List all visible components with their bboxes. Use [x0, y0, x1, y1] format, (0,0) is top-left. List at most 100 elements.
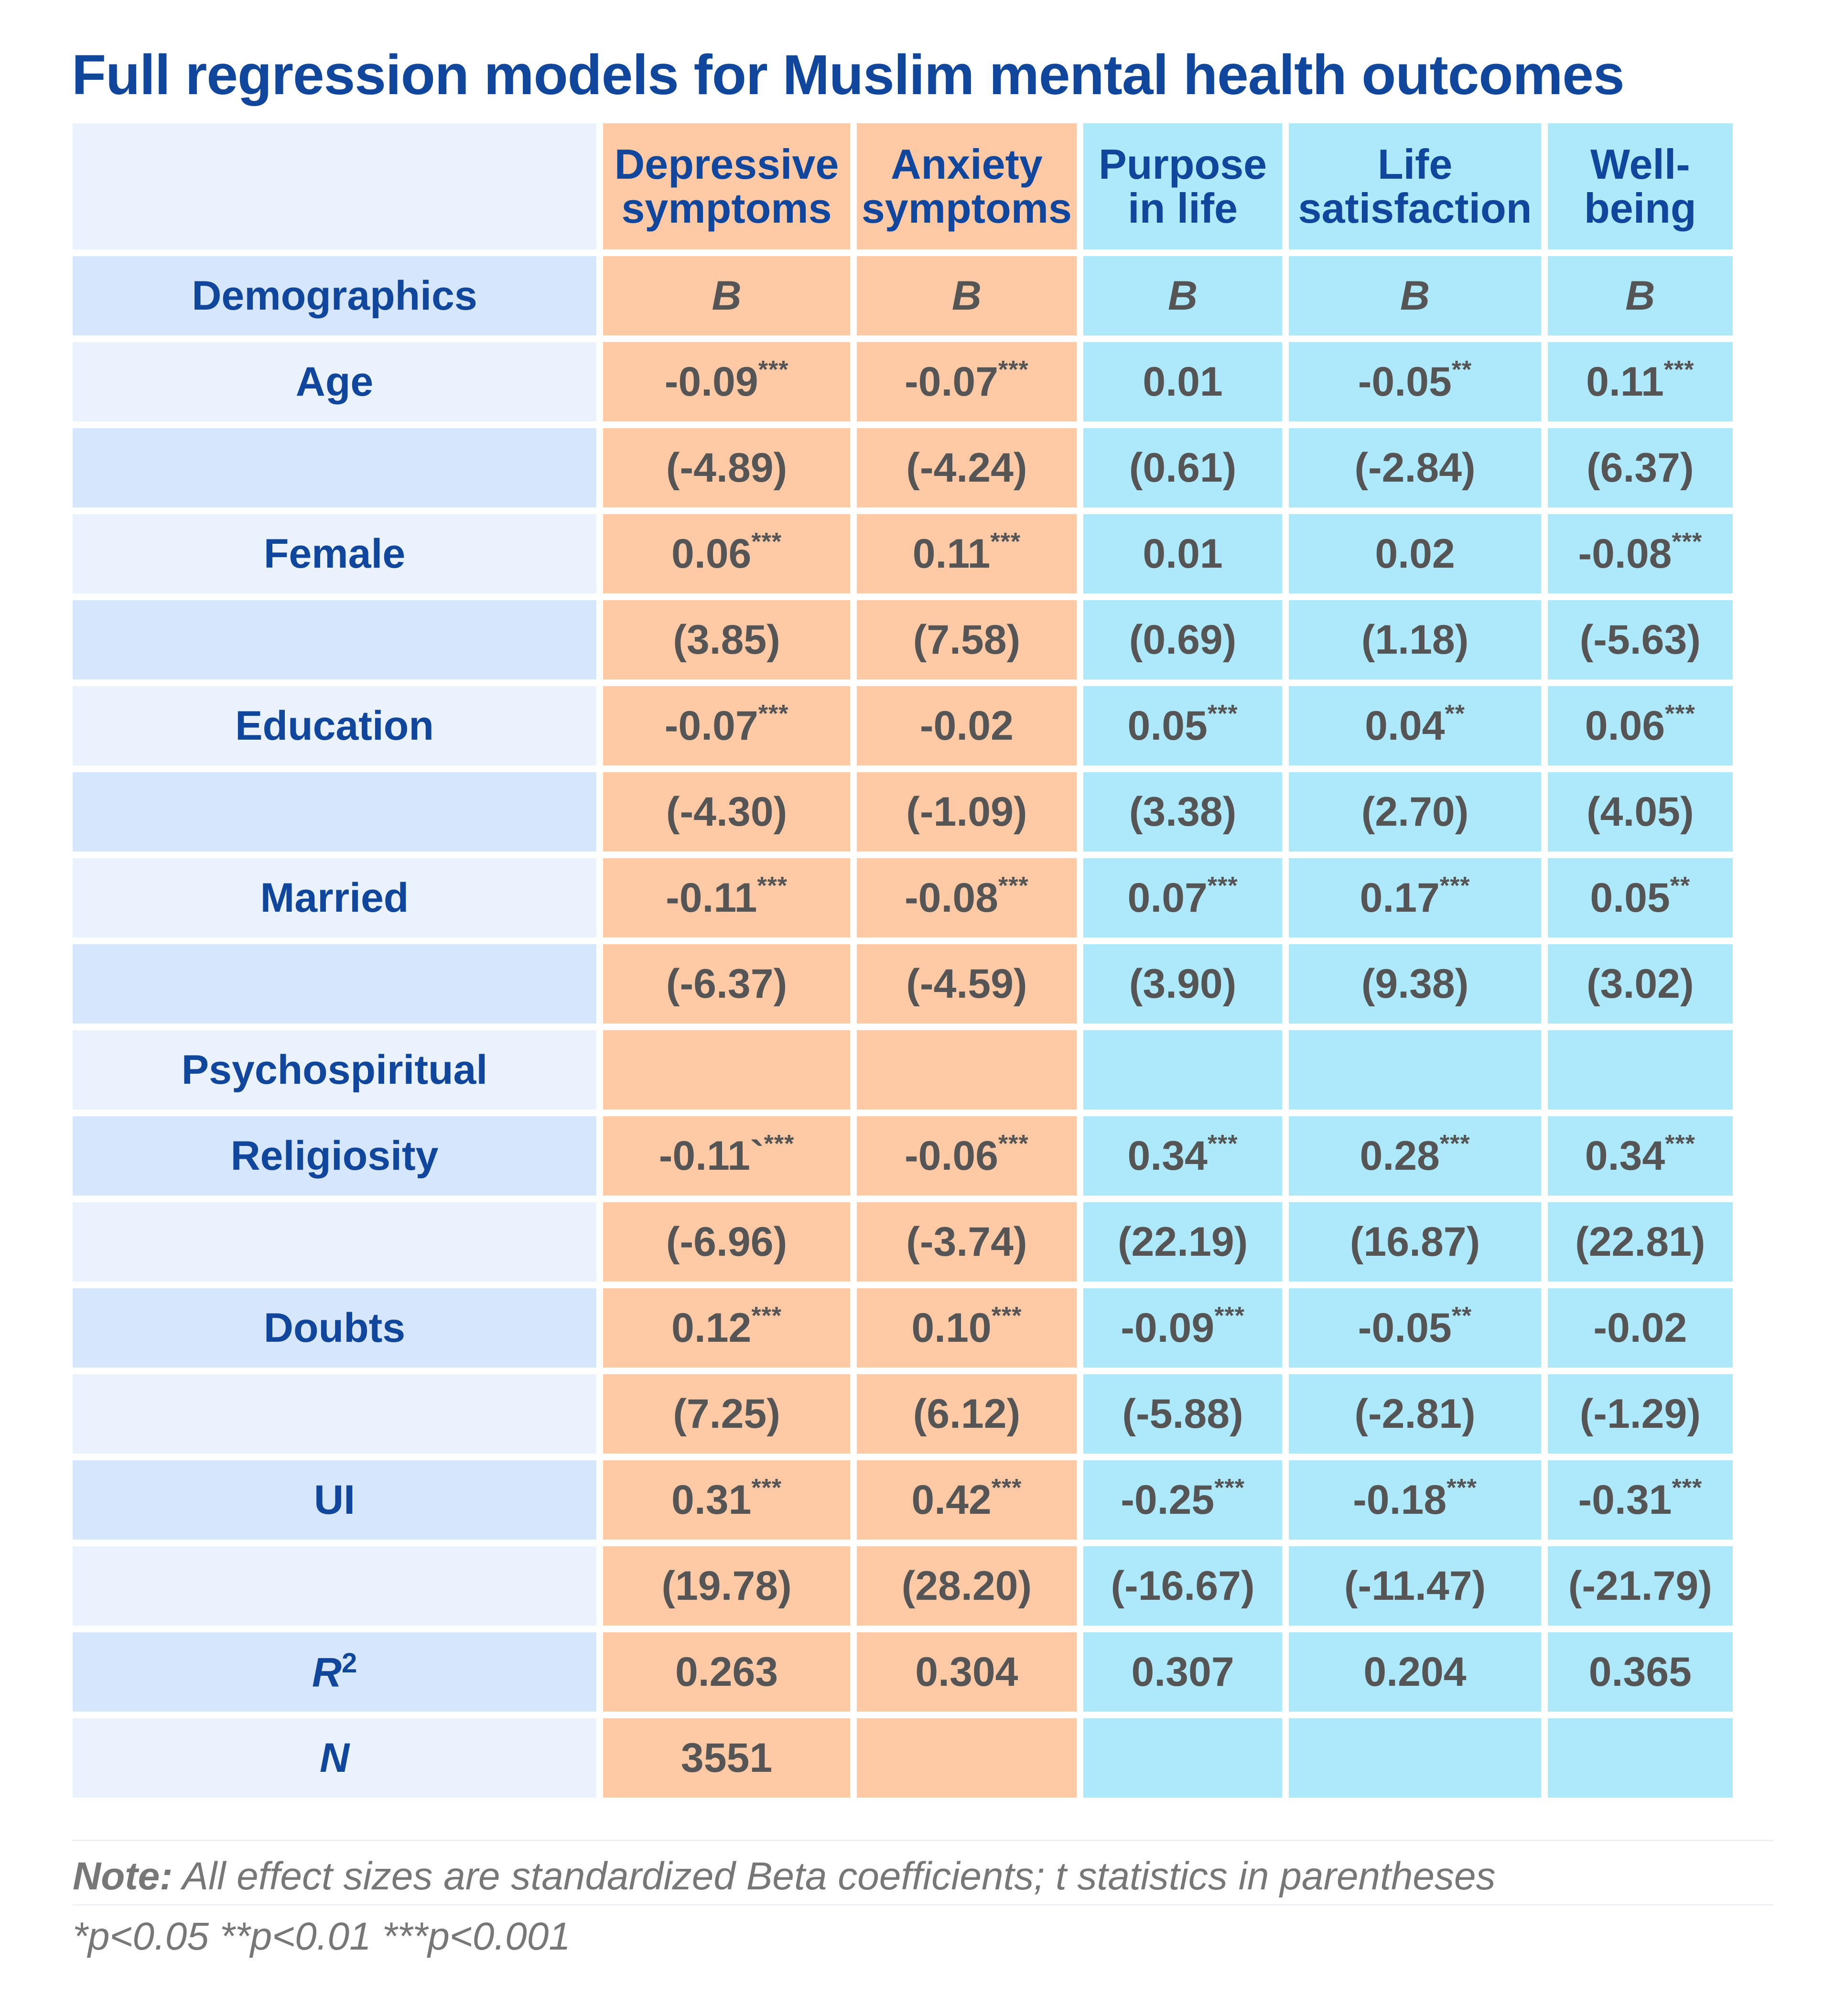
n-value — [1289, 1718, 1541, 1798]
coef-value: -0.09 — [664, 358, 758, 405]
empty-label-cell — [73, 1374, 597, 1454]
section-label-demographics: Demographics — [73, 256, 597, 335]
empty-label-cell — [73, 772, 597, 852]
coef-cell: 0.34*** — [1547, 1116, 1733, 1196]
coef-cell: -0.05** — [1289, 1288, 1541, 1368]
coef-cell: 0.12*** — [603, 1288, 851, 1368]
significance-stars: *** — [758, 700, 789, 728]
significance-stars: *** — [758, 356, 789, 384]
coef-value: 0.12 — [671, 1304, 752, 1351]
note-label: Note: — [73, 1854, 173, 1898]
significance-stars: ** — [1451, 1302, 1472, 1330]
coef-value: -0.05 — [1358, 358, 1452, 405]
t-stat-cell: (-4.89) — [603, 428, 851, 507]
column-header-life-satisfaction: Life satisfaction — [1289, 123, 1541, 249]
row-ui-t: (19.78) (28.20) (-16.67) (-11.47) (-21.7… — [73, 1546, 1733, 1626]
coef-cell: 0.02 — [1289, 514, 1541, 593]
t-stat-cell: (3.85) — [603, 600, 851, 679]
coef-cell: -0.06*** — [857, 1116, 1077, 1196]
coef-cell: 0.34*** — [1083, 1116, 1283, 1196]
coef-cell: -0.31*** — [1547, 1460, 1733, 1540]
row-religiosity-t: (-6.96) (-3.74) (22.19) (16.87) (22.81) — [73, 1202, 1733, 1282]
significance-stars: *** — [990, 528, 1021, 556]
t-stat-cell: (28.20) — [857, 1546, 1077, 1626]
n-value: 3551 — [603, 1718, 851, 1798]
row-education-t: (-4.30) (-1.09) (3.38) (2.70) (4.05) — [73, 772, 1733, 852]
coef-cell: 0.42*** — [857, 1460, 1077, 1540]
coef-value: 0.07 — [1127, 874, 1208, 921]
regression-table: Depressive symptoms Anxiety symptoms Pur… — [66, 117, 1739, 1804]
significance-stars: ** — [1445, 700, 1465, 728]
coef-value: -0.11` — [658, 1132, 764, 1179]
t-stat-cell: (1.18) — [1289, 600, 1541, 679]
coef-value: 0.34 — [1585, 1132, 1665, 1179]
coef-cell: 0.06*** — [603, 514, 851, 593]
coef-value: 0.17 — [1360, 874, 1440, 921]
t-stat-cell: (-6.96) — [603, 1202, 851, 1282]
significance-stars: *** — [1672, 1474, 1703, 1502]
row-female-t: (3.85) (7.58) (0.69) (1.18) (-5.63) — [73, 600, 1733, 679]
coef-value: 0.31 — [671, 1477, 752, 1523]
t-stat-cell: (-4.59) — [857, 944, 1077, 1024]
b-header-cell: B — [1083, 256, 1283, 335]
significance-stars: *** — [1207, 1130, 1238, 1158]
coef-cell: 0.10*** — [857, 1288, 1077, 1368]
column-header-purpose: Purpose in life — [1083, 123, 1283, 249]
coef-cell: -0.11`*** — [603, 1116, 851, 1196]
coef-cell: 0.01 — [1083, 514, 1283, 593]
row-label-religiosity: Religiosity — [73, 1116, 597, 1196]
coef-cell: 0.04** — [1289, 686, 1541, 765]
coef-cell: -0.18*** — [1289, 1460, 1541, 1540]
row-doubts-coef: Doubts 0.12*** 0.10*** -0.09*** -0.05** … — [73, 1288, 1733, 1368]
coef-cell: 0.17*** — [1289, 858, 1541, 938]
n-value — [1083, 1718, 1283, 1798]
coef-value: -0.02 — [919, 702, 1014, 749]
significance-stars: *** — [991, 1474, 1022, 1502]
column-header-line1: Life — [1377, 140, 1453, 188]
empty-label-cell — [73, 944, 597, 1024]
coef-cell: -0.07*** — [857, 342, 1077, 421]
empty-cell — [1289, 1030, 1541, 1110]
row-religiosity-coef: Religiosity -0.11`*** -0.06*** 0.34*** 0… — [73, 1116, 1733, 1196]
column-header-line1: Anxiety — [890, 140, 1043, 188]
coef-cell: -0.02 — [857, 686, 1077, 765]
section-label-psychospiritual: Psychospiritual — [73, 1030, 597, 1110]
t-stat-cell: (-3.74) — [857, 1202, 1077, 1282]
column-header-line1: Purpose — [1099, 140, 1267, 188]
t-stat-cell: (-16.67) — [1083, 1546, 1283, 1626]
row-married-t: (-6.37) (-4.59) (3.90) (9.38) (3.02) — [73, 944, 1733, 1024]
r-squared-value: 0.304 — [857, 1632, 1077, 1712]
empty-label-cell — [73, 1202, 597, 1282]
coef-value: 0.34 — [1127, 1132, 1208, 1179]
t-stat-cell: (16.87) — [1289, 1202, 1541, 1282]
coef-value: -0.02 — [1593, 1304, 1687, 1351]
coef-value: 0.42 — [911, 1477, 992, 1523]
coef-cell: 0.01 — [1083, 342, 1283, 421]
row-n: N 3551 — [73, 1718, 1733, 1798]
coef-value: 0.01 — [1143, 530, 1223, 577]
significance-legend: *p<0.05 **p<0.01 ***p<0.001 — [73, 1915, 571, 1958]
t-stat-cell: (3.90) — [1083, 944, 1283, 1024]
row-label-age: Age — [73, 342, 597, 421]
t-stat-cell: (-5.63) — [1547, 600, 1733, 679]
row-label-doubts: Doubts — [73, 1288, 597, 1368]
coef-value: 0.05 — [1590, 874, 1670, 921]
coef-value: -0.31 — [1578, 1477, 1672, 1523]
row-label-n: N — [73, 1718, 597, 1798]
significance-stars: *** — [751, 1474, 782, 1502]
note-text: All effect sizes are standardized Beta c… — [173, 1854, 1496, 1898]
significance-stars: ** — [1670, 872, 1691, 900]
column-header-depressive: Depressive symptoms — [603, 123, 851, 249]
t-stat-cell: (3.38) — [1083, 772, 1283, 852]
significance-stars: *** — [751, 1302, 782, 1330]
t-stat-cell: (0.61) — [1083, 428, 1283, 507]
significance-stars: *** — [1663, 356, 1695, 384]
significance-stars: *** — [1665, 1130, 1695, 1158]
coef-value: -0.09 — [1121, 1304, 1215, 1351]
column-header-line1: Well- — [1590, 140, 1690, 188]
coef-value: -0.07 — [664, 702, 758, 749]
coef-cell: -0.08*** — [1547, 514, 1733, 593]
t-stat-cell: (3.02) — [1547, 944, 1733, 1024]
divider — [73, 1840, 1774, 1841]
empty-cell — [857, 1030, 1077, 1110]
